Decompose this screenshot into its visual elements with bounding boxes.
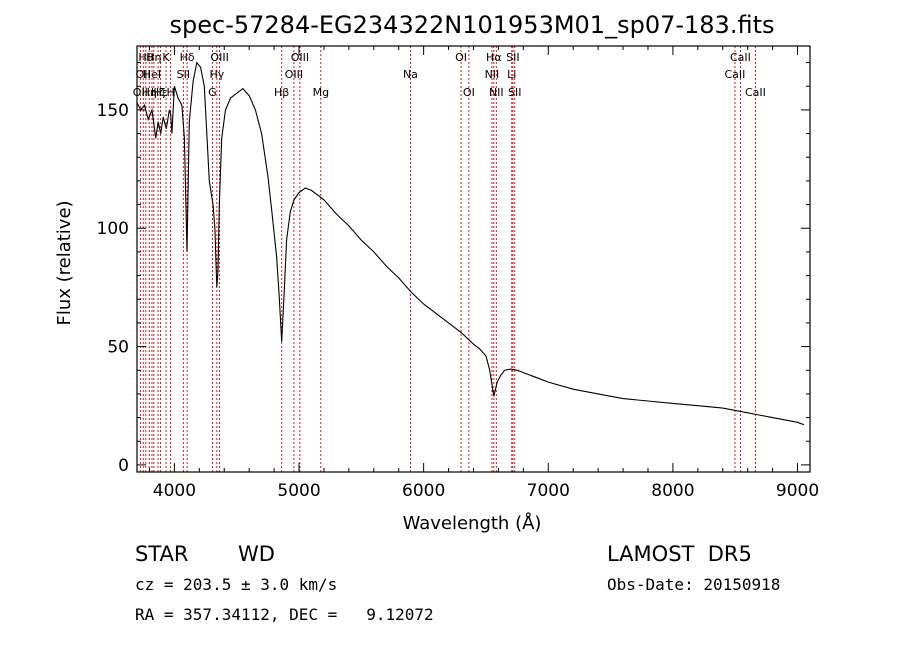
marker-label-8: K: [162, 51, 170, 64]
marker-label-30: CaII: [745, 86, 766, 99]
marker-label-16: OIII: [285, 68, 303, 81]
marker-label-26: SII: [506, 51, 519, 64]
marker-label-9: H: [167, 86, 175, 99]
y-tick-label-3: 150: [97, 101, 129, 121]
object-class: STAR: [135, 542, 189, 566]
survey-name: LAMOST DR5: [607, 542, 752, 566]
observation-date: Obs-Date: 20150918: [607, 575, 781, 594]
marker-label-12: G: [208, 86, 217, 99]
chart-title: spec-57284-EG234322N101953M01_sp07-183.f…: [170, 11, 775, 39]
spectral-line-markers: [139, 46, 756, 472]
object-subclass: WD: [238, 542, 275, 566]
redshift-cz: cz = 203.5 ± 3.0 km/s: [135, 575, 338, 594]
x-tick-label-1: 5000: [277, 481, 320, 501]
marker-label-22: NII: [485, 68, 500, 81]
x-axis-label: Wavelength (Å): [403, 512, 542, 534]
marker-label-4: HeI: [143, 68, 161, 81]
marker-label-6: Hζ: [151, 86, 165, 99]
marker-label-18: Mg: [313, 86, 329, 99]
marker-label-24: NII: [489, 86, 504, 99]
x-tick-label-2: 6000: [402, 481, 445, 501]
marker-label-21: OI: [463, 86, 475, 99]
marker-label-14: OIII: [210, 51, 228, 64]
marker-label-25: Li: [507, 68, 516, 81]
plot-frame: [136, 45, 811, 473]
spectrum-line: [136, 61, 804, 426]
marker-label-7: Hε: [153, 86, 167, 99]
marker-label-19: Na: [403, 68, 418, 81]
marker-label-29: CaII: [730, 51, 751, 64]
marker-label-28: CaII: [725, 68, 746, 81]
x-tick-label-4: 8000: [651, 481, 694, 501]
spectral-line-labels: OIIOIIHθHηHeIHηHζHεKHSIIHδGHγOIIIHβOIIIO…: [133, 51, 766, 99]
y-tick-label-2: 100: [97, 219, 129, 239]
marker-label-3: Hη: [142, 86, 157, 99]
marker-label-10: SII: [177, 68, 190, 81]
marker-label-27: SII: [508, 86, 521, 99]
marker-label-5: Hη: [146, 51, 161, 64]
y-tick-label-1: 50: [107, 338, 129, 358]
y-axis-label: Flux (relative): [54, 200, 75, 325]
y-axis: 0 50 100 150: [97, 62, 810, 476]
x-tick-label-0: 4000: [153, 481, 196, 501]
marker-label-17: OIII: [291, 51, 309, 64]
y-tick-label-0: 0: [118, 456, 129, 476]
marker-label-15: Hβ: [274, 86, 289, 99]
marker-label-13: Hγ: [209, 68, 224, 81]
marker-label-20: OI: [455, 51, 467, 64]
marker-label-2: Hθ: [138, 51, 153, 64]
x-axis: 4000 5000 6000 7000 8000 9000: [148, 46, 819, 501]
x-tick-label-3: 7000: [527, 481, 570, 501]
marker-label-23: Hα: [486, 51, 502, 64]
x-tick-label-5: 9000: [776, 481, 819, 501]
marker-label-1: OII: [136, 68, 151, 81]
coordinates: RA = 357.34112, DEC = 9.12072: [135, 605, 434, 624]
marker-label-11: Hδ: [180, 51, 195, 64]
